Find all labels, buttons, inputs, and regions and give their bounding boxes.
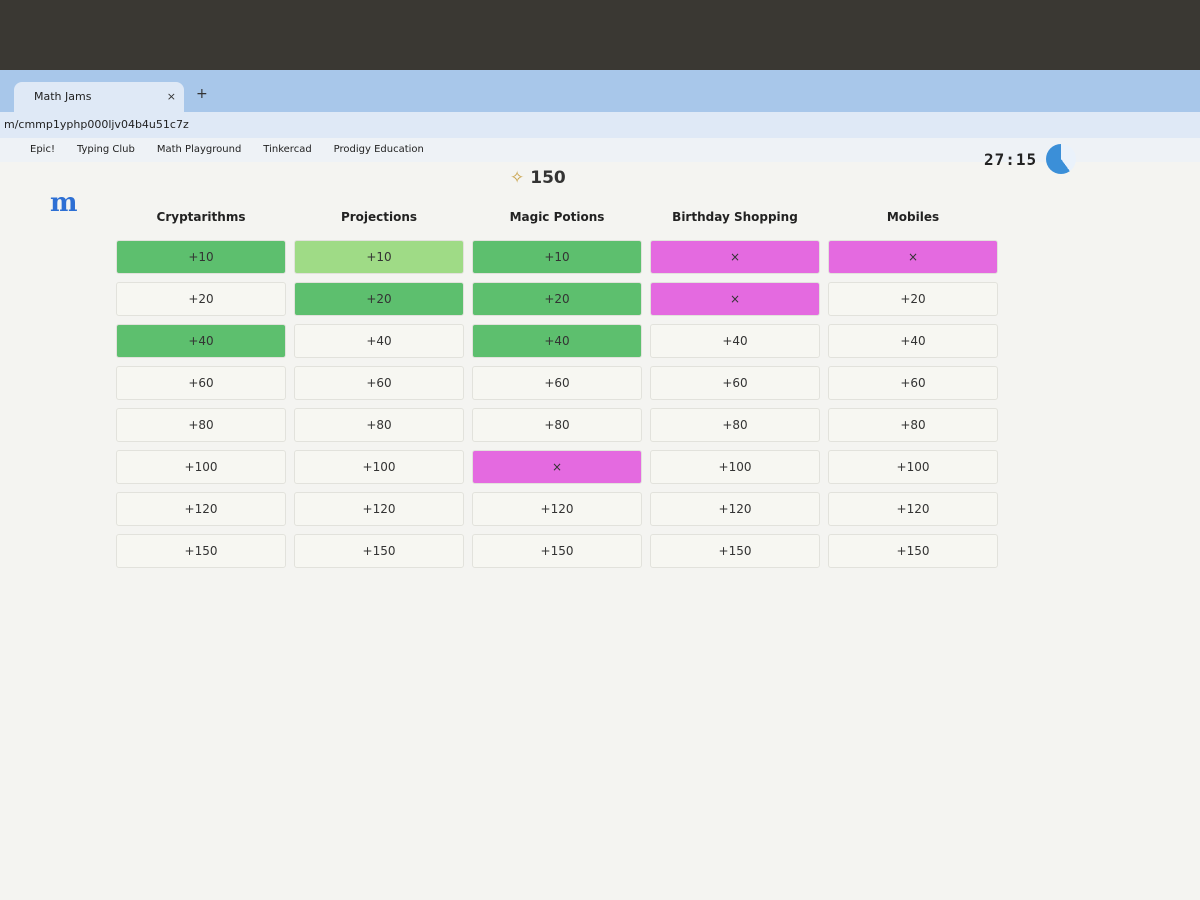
category-column: Magic Potions +10 +20 +40 +60 +80 × +120 +150: [472, 202, 642, 568]
question-cell[interactable]: +60: [472, 366, 642, 400]
category-title: Projections: [340, 210, 418, 224]
category-title: Mobiles: [886, 210, 940, 224]
question-cell[interactable]: +120: [116, 492, 286, 526]
bookmark[interactable]: Prodigy Education: [333, 144, 424, 155]
tab[interactable]: Math Jams ×: [14, 82, 184, 112]
question-cell[interactable]: +80: [828, 408, 998, 442]
score: ✧ 150: [510, 168, 566, 188]
question-cell[interactable]: +10: [472, 240, 642, 274]
question-cell[interactable]: +150: [116, 534, 286, 568]
question-cell[interactable]: +120: [828, 492, 998, 526]
new-tab[interactable]: +: [196, 86, 208, 102]
tab-close[interactable]: ×: [166, 90, 176, 103]
question-cell[interactable]: +20: [472, 282, 642, 316]
question-cell[interactable]: +60: [650, 366, 820, 400]
category-column: Projections +10 +20 +40 +60 +80 +100 +120 +150: [294, 202, 464, 568]
url-bar[interactable]: m/cmmp1yphp000ljv04b4u51c7z: [0, 112, 1200, 138]
question-cell[interactable]: +100: [294, 450, 464, 484]
category-title: Magic Potions: [509, 210, 605, 224]
page: m ✧ 150 27:15 Cryptarithms +10 +20 +40 +60 +80…: [0, 144, 1200, 900]
bookmarks-bar: Epic! Typing Club Math Playground Tinkercad…: [0, 138, 1200, 162]
question-cell[interactable]: +60: [116, 366, 286, 400]
question-cell[interactable]: +40: [828, 324, 998, 358]
question-cell[interactable]: +80: [650, 408, 820, 442]
category-column: Mobiles × +20 +40 +60 +80 +100 +120 +150: [828, 202, 998, 568]
bezel: [0, 0, 1200, 70]
category-column: Birthday Shopping × × +40 +60 +80 +100 +120 +150: [650, 202, 820, 568]
game-board: Cryptarithms +10 +20 +40 +60 +80 +100 +120 +150 P…: [116, 202, 998, 568]
question-cell[interactable]: +10: [294, 240, 464, 274]
question-cell[interactable]: +100: [650, 450, 820, 484]
category-title: Cryptarithms: [156, 210, 246, 224]
question-cell[interactable]: +40: [294, 324, 464, 358]
category-column: Cryptarithms +10 +20 +40 +60 +80 +100 +120 +150: [116, 202, 286, 568]
question-cell[interactable]: +60: [828, 366, 998, 400]
question-cell[interactable]: +20: [828, 282, 998, 316]
score-value: 150: [530, 168, 566, 188]
tab-title: Math Jams: [34, 90, 92, 103]
question-cell[interactable]: +10: [116, 240, 286, 274]
question-cell[interactable]: +100: [116, 450, 286, 484]
question-cell[interactable]: +150: [828, 534, 998, 568]
tab-bar: Math Jams × +: [0, 70, 1200, 112]
bookmark[interactable]: Tinkercad: [263, 144, 312, 155]
question-cell[interactable]: +80: [116, 408, 286, 442]
timer: 27:15: [984, 150, 1038, 169]
question-cell[interactable]: +150: [472, 534, 642, 568]
question-cell[interactable]: ×: [650, 240, 820, 274]
question-cell[interactable]: +120: [472, 492, 642, 526]
question-cell[interactable]: +80: [472, 408, 642, 442]
bookmark[interactable]: Epic!: [30, 144, 55, 155]
question-cell[interactable]: +150: [650, 534, 820, 568]
question-cell[interactable]: ×: [472, 450, 642, 484]
bookmark[interactable]: Typing Club: [76, 144, 135, 155]
question-cell[interactable]: +100: [828, 450, 998, 484]
bookmark[interactable]: Math Playground: [156, 144, 242, 155]
category-title: Birthday Shopping: [672, 210, 798, 224]
question-cell[interactable]: ×: [828, 240, 998, 274]
question-cell[interactable]: ×: [650, 282, 820, 316]
logo[interactable]: m: [50, 188, 78, 218]
question-cell[interactable]: +120: [294, 492, 464, 526]
question-cell[interactable]: +40: [650, 324, 820, 358]
question-cell[interactable]: +40: [472, 324, 642, 358]
question-cell[interactable]: +20: [116, 282, 286, 316]
question-cell[interactable]: +120: [650, 492, 820, 526]
question-cell[interactable]: +40: [116, 324, 286, 358]
question-cell[interactable]: +150: [294, 534, 464, 568]
question-cell[interactable]: +60: [294, 366, 464, 400]
question-cell[interactable]: +80: [294, 408, 464, 442]
question-cell[interactable]: +20: [294, 282, 464, 316]
timer-icon: [1046, 144, 1076, 174]
